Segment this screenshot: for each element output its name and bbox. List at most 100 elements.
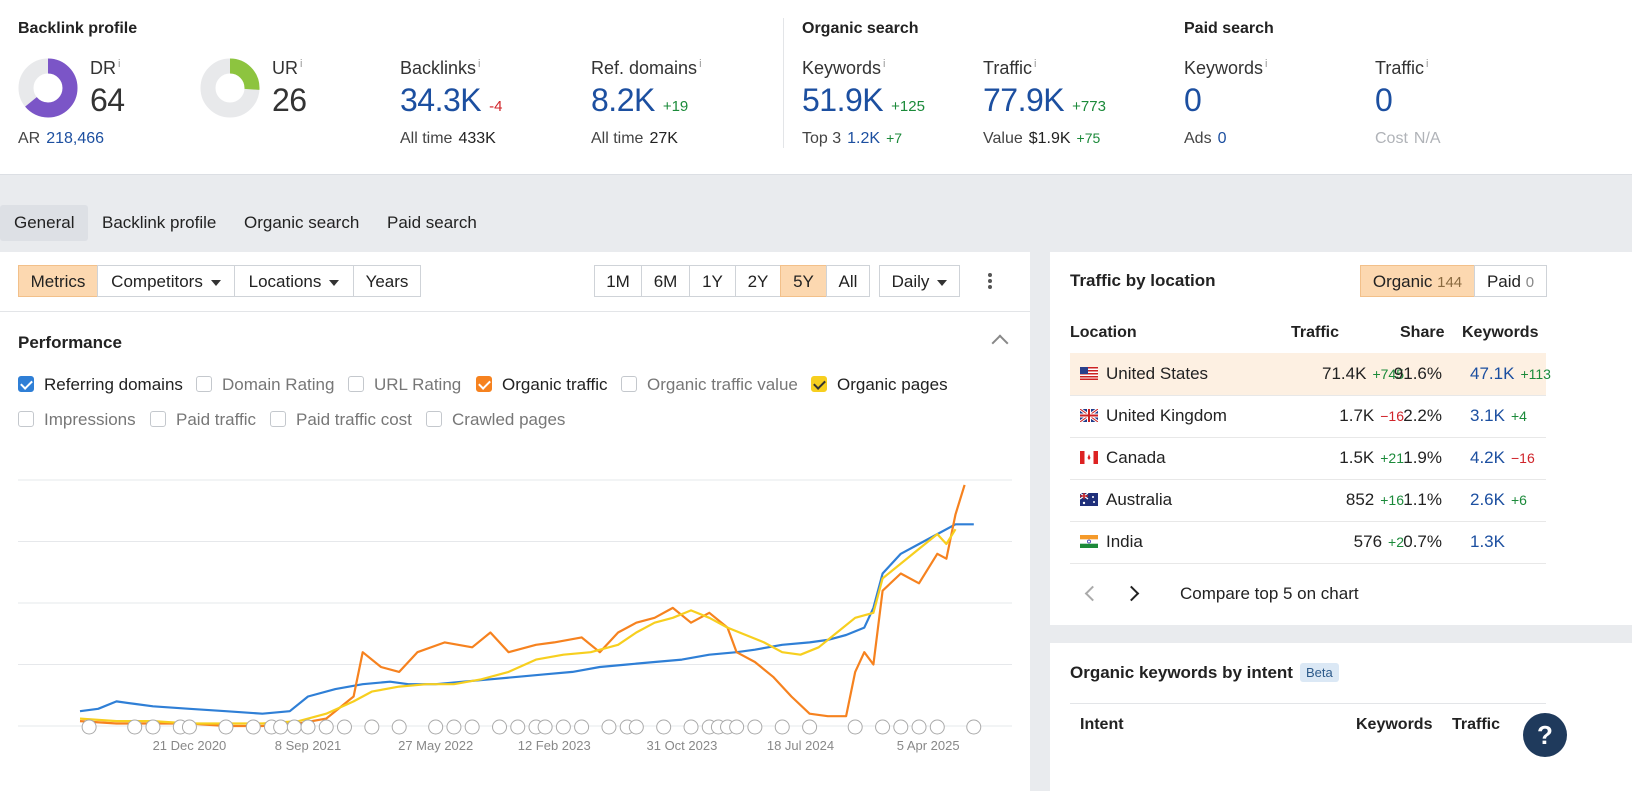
backlinks-info-icon[interactable]: i — [478, 58, 481, 70]
range-1m-button[interactable]: 1M — [594, 265, 642, 297]
checkbox-organic-traffic-value[interactable] — [621, 376, 637, 392]
location-row[interactable]: United States 71.4K +745 91.6% 47.1K +113 — [1070, 353, 1551, 396]
keywords-value[interactable]: 47.1K +113 — [1470, 364, 1551, 383]
country-name[interactable]: Australia — [1106, 490, 1173, 509]
tab-general[interactable]: General — [0, 205, 89, 241]
annotation-marker[interactable] — [510, 719, 526, 735]
organic-toggle[interactable]: Organic 144 — [1360, 265, 1475, 297]
checkbox-label[interactable]: Organic traffic — [502, 375, 608, 394]
organic-traffic-info-icon[interactable]: i — [1034, 58, 1037, 70]
checkbox-label[interactable]: Paid traffic — [176, 410, 257, 429]
organic-traffic-value[interactable]: 77.9K — [983, 82, 1065, 118]
annotation-marker[interactable] — [245, 719, 261, 735]
annotation-marker[interactable] — [300, 719, 316, 735]
checkbox-label[interactable]: Paid traffic cost — [296, 410, 412, 429]
annotation-marker[interactable] — [802, 719, 818, 735]
checkbox-organic-pages[interactable] — [811, 376, 827, 392]
annotation-marker[interactable] — [729, 719, 745, 735]
interval-dropdown[interactable]: Daily — [879, 265, 960, 297]
annotation-marker[interactable] — [391, 719, 407, 735]
location-row[interactable]: Australia 852 +16 1.1% 2.6K +6 — [1070, 479, 1546, 522]
annotation-marker[interactable] — [893, 719, 909, 735]
ur-donut[interactable] — [200, 58, 260, 118]
tab-organic-search[interactable]: Organic search — [244, 213, 360, 232]
annotation-marker[interactable] — [492, 719, 508, 735]
intent-keywords-header[interactable]: Keywords — [1356, 716, 1433, 733]
annotation-marker[interactable] — [336, 719, 352, 735]
checkbox-url-rating[interactable] — [348, 376, 364, 392]
annotation-marker[interactable] — [286, 719, 302, 735]
tab-paid-search[interactable]: Paid search — [387, 213, 477, 232]
metrics-button[interactable]: Metrics — [18, 265, 98, 297]
checkbox-label[interactable]: Referring domains — [44, 375, 183, 394]
paid-toggle[interactable]: Paid 0 — [1474, 265, 1547, 297]
ur-info-icon[interactable]: i — [300, 58, 303, 70]
checkbox-label[interactable]: Domain Rating — [222, 375, 335, 394]
country-name[interactable]: Canada — [1106, 448, 1166, 467]
location-header[interactable]: Location — [1070, 324, 1137, 341]
checkbox-label[interactable]: Organic traffic value — [647, 375, 798, 394]
annotation-marker[interactable] — [127, 719, 143, 735]
tab-backlink-profile[interactable]: Backlink profile — [102, 213, 217, 232]
backlinks-value[interactable]: 34.3K — [400, 82, 482, 118]
annotation-marker[interactable] — [273, 719, 289, 735]
annotation-marker[interactable] — [218, 719, 234, 735]
organic-keywords-value[interactable]: 51.9K — [802, 82, 884, 118]
dr-donut[interactable] — [18, 58, 78, 118]
checkbox-label[interactable]: Organic pages — [837, 375, 948, 394]
checkbox-paid-traffic[interactable] — [150, 411, 166, 427]
annotation-marker[interactable] — [446, 719, 462, 735]
range-all-button[interactable]: All — [826, 265, 870, 297]
annotation-marker[interactable] — [847, 719, 863, 735]
paid-keywords-value[interactable]: 0 — [1184, 82, 1202, 118]
country-name[interactable]: United Kingdom — [1106, 406, 1227, 425]
checkbox-impressions[interactable] — [18, 411, 34, 427]
annotation-marker[interactable] — [537, 719, 553, 735]
competitors-dropdown[interactable]: Competitors — [97, 265, 235, 297]
organic-keywords-info-icon[interactable]: i — [883, 58, 886, 70]
country-name[interactable]: United States — [1106, 364, 1209, 383]
checkbox-label[interactable]: Crawled pages — [452, 410, 566, 429]
checkbox-domain-rating[interactable] — [196, 376, 212, 392]
compare-top5-link[interactable]: Compare top 5 on chart — [1180, 584, 1359, 603]
annotation-marker[interactable] — [428, 719, 444, 735]
annotation-marker[interactable] — [81, 719, 97, 735]
share-header[interactable]: Share — [1400, 324, 1445, 341]
intent-header[interactable]: Intent — [1080, 716, 1124, 733]
traffic-header[interactable]: Traffic — [1291, 324, 1340, 341]
range-2y-button[interactable]: 2Y — [735, 265, 781, 297]
ref-domains-value[interactable]: 8.2K — [591, 82, 655, 118]
annotation-marker[interactable] — [145, 719, 161, 735]
keywords-value[interactable]: 2.6K +6 — [1470, 490, 1527, 509]
keywords-value[interactable]: 3.1K +4 — [1470, 406, 1527, 425]
checkbox-crawled-pages[interactable] — [426, 411, 442, 427]
help-button[interactable]: ? — [1523, 713, 1567, 757]
series-line-referring_domains[interactable] — [79, 523, 974, 715]
annotation-marker[interactable] — [318, 719, 334, 735]
series-line-organic_traffic[interactable] — [79, 484, 966, 728]
years-button[interactable]: Years — [353, 265, 421, 297]
more-options-icon[interactable] — [984, 270, 996, 292]
annotation-marker[interactable] — [574, 719, 590, 735]
paid-traffic-info-icon[interactable]: i — [1426, 58, 1429, 70]
annotation-marker[interactable] — [875, 719, 891, 735]
annotation-marker[interactable] — [364, 719, 380, 735]
checkbox-label[interactable]: Impressions — [44, 410, 136, 429]
checkbox-paid-traffic-cost[interactable] — [270, 411, 286, 427]
annotation-marker[interactable] — [656, 719, 672, 735]
annotation-marker[interactable] — [747, 719, 763, 735]
intent-traffic-header[interactable]: Traffic — [1452, 716, 1501, 733]
dr-info-icon[interactable]: i — [118, 58, 121, 70]
ar-value[interactable]: 218,466 — [46, 130, 105, 147]
annotation-marker[interactable] — [555, 719, 571, 735]
location-row[interactable]: Canada 1.5K +21 1.9% 4.2K −16 — [1070, 437, 1546, 480]
range-1y-button[interactable]: 1Y — [689, 265, 736, 297]
location-row[interactable]: United Kingdom 1.7K −16 2.2% 3.1K +4 — [1070, 395, 1546, 438]
annotation-marker[interactable] — [911, 719, 927, 735]
paid-traffic-value[interactable]: 0 — [1375, 82, 1393, 118]
annotation-marker[interactable] — [774, 719, 790, 735]
locations-dropdown[interactable]: Locations — [234, 265, 354, 297]
keywords-value[interactable]: 1.3K — [1470, 532, 1505, 551]
checkbox-label[interactable]: URL Rating — [374, 375, 462, 394]
keywords-value[interactable]: 4.2K −16 — [1470, 448, 1535, 467]
